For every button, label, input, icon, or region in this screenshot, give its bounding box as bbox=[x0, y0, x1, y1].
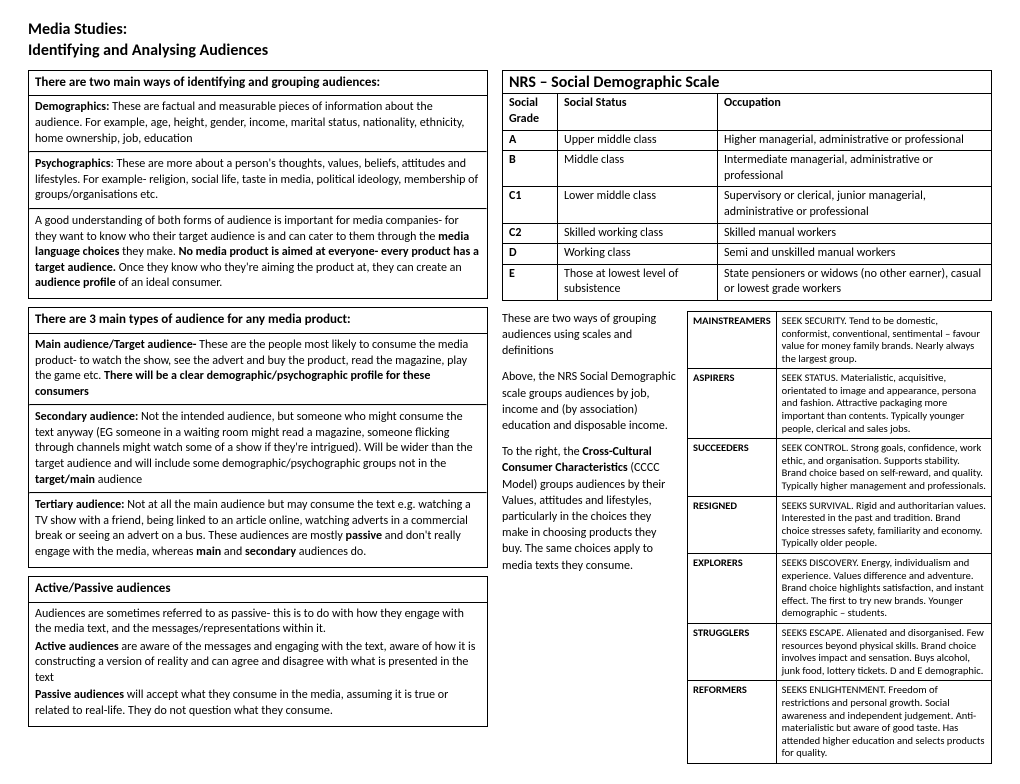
cccc-label: STRUGGLERS bbox=[688, 623, 777, 680]
box2-tertiary-audience: Tertiary audience: Not at all the main a… bbox=[35, 498, 481, 560]
nrs-status: Upper middle class bbox=[558, 130, 718, 151]
box3-active: Active audiences are aware of the messag… bbox=[35, 640, 481, 687]
title-line-2: Identifying and Analysing Audiences bbox=[28, 41, 992, 62]
nrs-occupation: Supervisory or clerical, junior manageri… bbox=[718, 187, 992, 223]
cccc-row: MAINSTREAMERSSEEK SECURITY. Tend to be d… bbox=[688, 311, 992, 368]
nrs-row: EThose at lowest level of subsistenceSta… bbox=[503, 264, 992, 300]
box-identifying-audiences: There are two main ways of identifying a… bbox=[28, 70, 488, 299]
box-audience-types: There are 3 main types of audience for a… bbox=[28, 307, 488, 568]
cccc-desc: SEEKS DISCOVERY. Energy, individualism a… bbox=[776, 554, 991, 624]
nrs-status: Working class bbox=[558, 244, 718, 265]
nrs-status: Those at lowest level of subsistence bbox=[558, 264, 718, 300]
box1-summary: A good understanding of both forms of au… bbox=[35, 214, 481, 292]
cccc-desc: SEEK CONTROL. Strong goals, confidence, … bbox=[776, 439, 991, 496]
nrs-status: Middle class bbox=[558, 151, 718, 187]
cccc-row: RESIGNEDSEEKS SURVIVAL. Rigid and author… bbox=[688, 496, 992, 553]
nrs-row: C2Skilled working classSkilled manual wo… bbox=[503, 223, 992, 244]
box3-title: Active/Passive audiences bbox=[29, 577, 487, 603]
nrs-section: NRS – Social Demographic Scale Social Gr… bbox=[502, 70, 992, 301]
box2-secondary-audience: Secondary audience: Not the intended aud… bbox=[35, 410, 481, 488]
page-header: Media Studies: Identifying and Analysing… bbox=[28, 20, 992, 62]
box2-title: There are 3 main types of audience for a… bbox=[29, 308, 487, 334]
box2-main-audience: Main audience/Target audience- These are… bbox=[35, 338, 481, 400]
box1-title: There are two main ways of identifying a… bbox=[29, 71, 487, 97]
nrs-row: C1Lower middle classSupervisory or cleri… bbox=[503, 187, 992, 223]
cccc-label: REFORMERS bbox=[688, 681, 777, 764]
cccc-table: MAINSTREAMERSSEEK SECURITY. Tend to be d… bbox=[687, 311, 992, 764]
nrs-occupation: State pensioners or widows (no other ear… bbox=[718, 264, 992, 300]
cccc-desc: SEEK SECURITY. Tend to be domestic, conf… bbox=[776, 311, 991, 368]
explain-p1: These are two ways of grouping audiences… bbox=[502, 311, 677, 360]
nrs-row: BMiddle classIntermediate managerial, ad… bbox=[503, 151, 992, 187]
nrs-status: Lower middle class bbox=[558, 187, 718, 223]
box1-demographics: Demographics: These are factual and meas… bbox=[35, 100, 481, 147]
box1-psychographics: Psychographics: These are more about a p… bbox=[35, 157, 481, 204]
cccc-label: MAINSTREAMERS bbox=[688, 311, 777, 368]
cccc-desc: SEEKS SURVIVAL. Rigid and authoritarian … bbox=[776, 496, 991, 553]
nrs-row: AUpper middle classHigher managerial, ad… bbox=[503, 130, 992, 151]
explain-p2: Above, the NRS Social Demographic scale … bbox=[502, 369, 677, 434]
nrs-header-status: Social Status bbox=[558, 94, 718, 130]
box-active-passive: Active/Passive audiences Audiences are s… bbox=[28, 576, 488, 727]
box3-passive: Passive audiences will accept what they … bbox=[35, 688, 481, 719]
nrs-grade: E bbox=[503, 264, 558, 300]
nrs-grade: D bbox=[503, 244, 558, 265]
nrs-header-grade: Social Grade bbox=[503, 94, 558, 130]
nrs-title: NRS – Social Demographic Scale bbox=[502, 70, 992, 94]
cccc-row: ASPIRERSSEEK STATUS. Materialistic, acqu… bbox=[688, 369, 992, 439]
cccc-row: REFORMERSSEEKS ENLIGHTENMENT. Freedom of… bbox=[688, 681, 992, 764]
nrs-grade: C2 bbox=[503, 223, 558, 244]
cccc-label: ASPIRERS bbox=[688, 369, 777, 439]
nrs-occupation: Higher managerial, administrative or pro… bbox=[718, 130, 992, 151]
nrs-occupation: Skilled manual workers bbox=[718, 223, 992, 244]
cccc-label: SUCCEEDERS bbox=[688, 439, 777, 496]
explain-p3: To the right, the Cross-Cultural Consume… bbox=[502, 444, 677, 574]
nrs-occupation: Intermediate managerial, administrative … bbox=[718, 151, 992, 187]
cccc-row: EXPLORERSSEEKS DISCOVERY. Energy, indivi… bbox=[688, 554, 992, 624]
cccc-desc: SEEKS ENLIGHTENMENT. Freedom of restrict… bbox=[776, 681, 991, 764]
nrs-occupation: Semi and unskilled manual workers bbox=[718, 244, 992, 265]
title-line-1: Media Studies: bbox=[28, 20, 992, 41]
nrs-grade: B bbox=[503, 151, 558, 187]
cccc-row: STRUGGLERSSEEKS ESCAPE. Alienated and di… bbox=[688, 623, 992, 680]
cccc-label: EXPLORERS bbox=[688, 554, 777, 624]
explain-text: These are two ways of grouping audiences… bbox=[502, 311, 677, 764]
nrs-row: DWorking classSemi and unskilled manual … bbox=[503, 244, 992, 265]
cccc-label: RESIGNED bbox=[688, 496, 777, 553]
nrs-status: Skilled working class bbox=[558, 223, 718, 244]
cccc-desc: SEEK STATUS. Materialistic, acquisitive,… bbox=[776, 369, 991, 439]
nrs-table: Social Grade Social Status Occupation AU… bbox=[502, 93, 992, 301]
nrs-header-occupation: Occupation bbox=[718, 94, 992, 130]
box3-intro: Audiences are sometimes referred to as p… bbox=[35, 607, 481, 638]
cccc-desc: SEEKS ESCAPE. Alienated and disorganised… bbox=[776, 623, 991, 680]
nrs-grade: C1 bbox=[503, 187, 558, 223]
cccc-row: SUCCEEDERSSEEK CONTROL. Strong goals, co… bbox=[688, 439, 992, 496]
nrs-grade: A bbox=[503, 130, 558, 151]
